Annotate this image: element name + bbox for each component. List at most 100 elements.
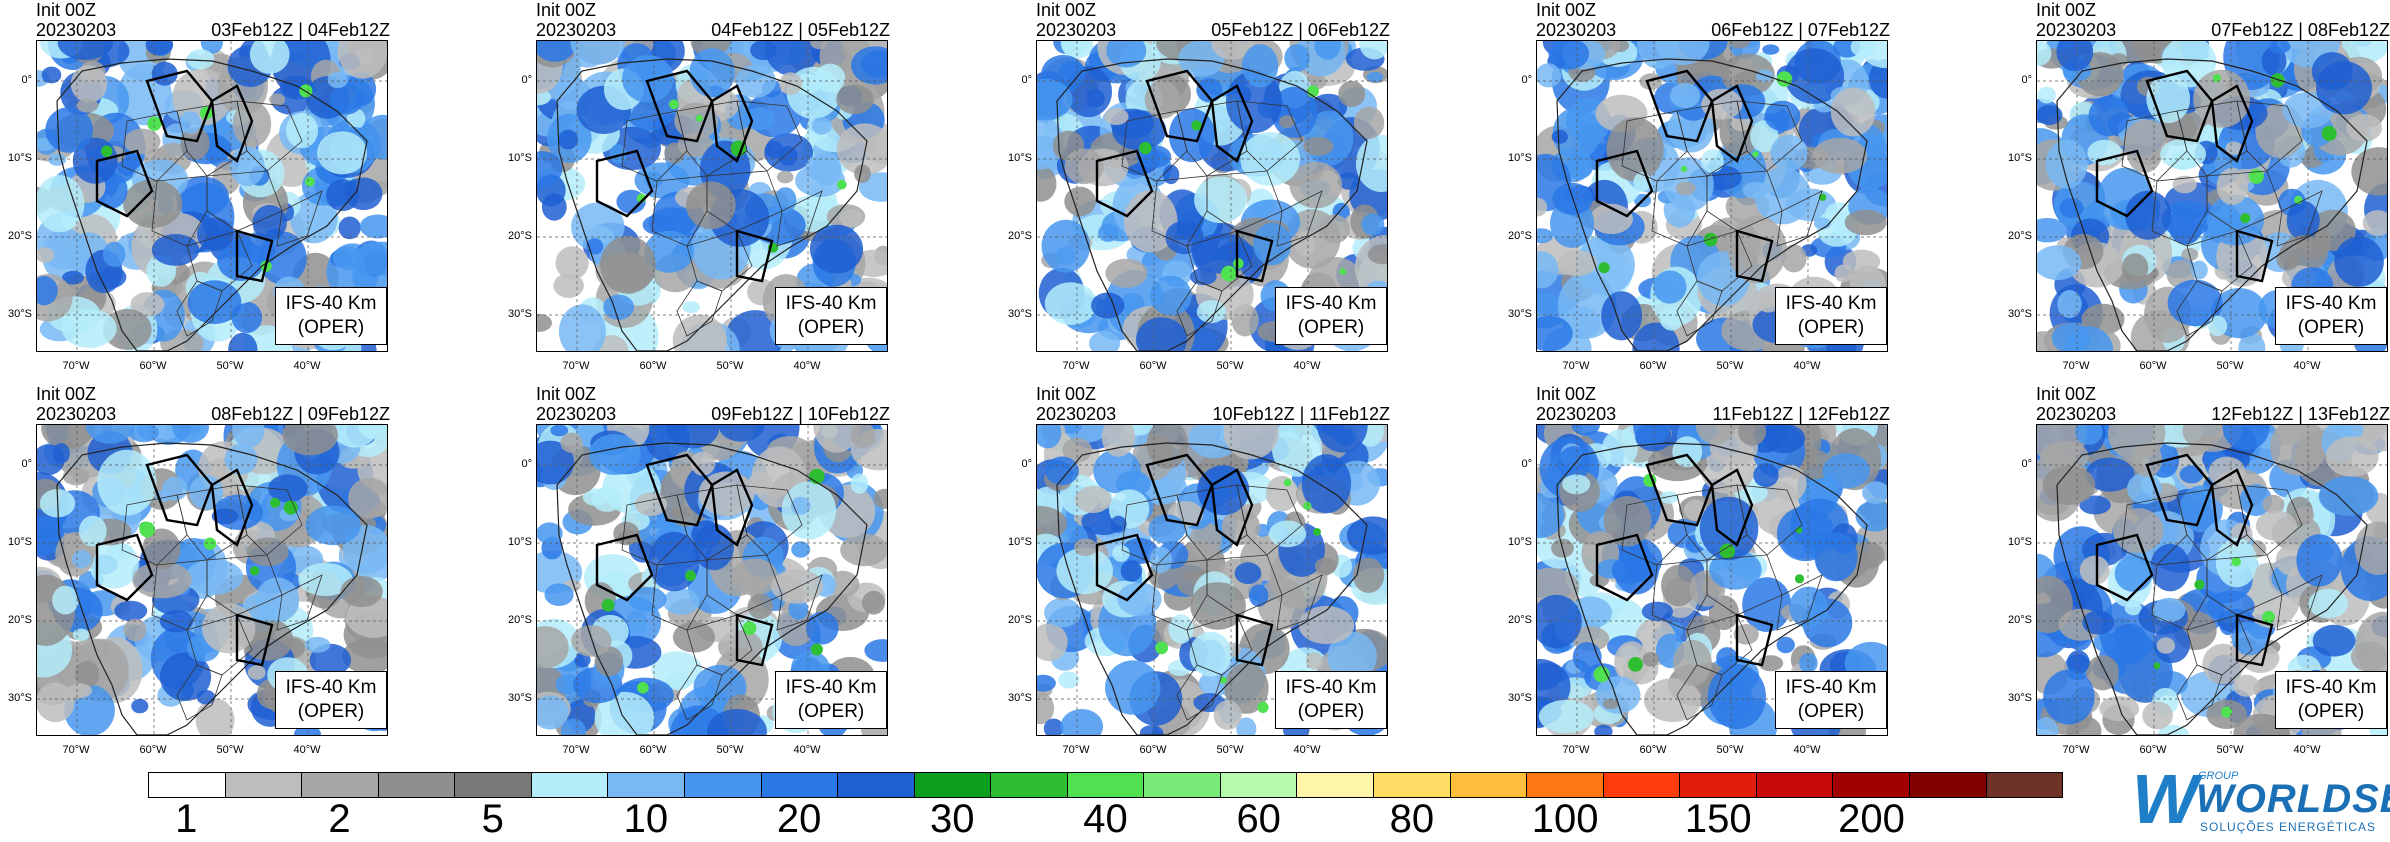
colorbar-cell [1603, 773, 1681, 797]
init-label: Init 00Z [1536, 384, 1597, 404]
init-date: 20230203 [1536, 20, 1617, 40]
colorbar-cell [1374, 773, 1451, 797]
forecast-panel: Init 00Z 20230203 10Feb12Z | 11Feb12Z IFS-4… [1000, 384, 1520, 766]
longitude-label: 40°W [2293, 360, 2321, 372]
latitude-label: 30°S [2008, 308, 2032, 320]
init-date: 20230203 [536, 20, 617, 40]
precipitation-map: IFS-40 Km (OPER) [1036, 424, 1388, 736]
latitude-label: 30°S [2008, 692, 2032, 704]
forecast-panel: Init 00Z 20230203 09Feb12Z | 10Feb12Z IFS-4… [500, 384, 1020, 766]
valid-period: 10Feb12Z | 11Feb12Z [1212, 404, 1390, 424]
longitude-label: 50°W [2216, 744, 2244, 756]
colorbar-label: 200 [1838, 797, 1905, 841]
latitude-label: 20°S [508, 230, 532, 242]
precipitation-map: IFS-40 Km (OPER) [1536, 424, 1888, 736]
valid-period: 05Feb12Z | 06Feb12Z [1211, 20, 1390, 40]
model-label-box: IFS-40 Km (OPER) [275, 287, 387, 345]
colorbar-label: 150 [1684, 797, 1752, 841]
colorbar-cell [378, 773, 456, 797]
latitude-label: 10°S [508, 536, 532, 548]
init-date: 20230203 [2036, 20, 2117, 40]
colorbar-cell [608, 773, 685, 797]
colorbar-cell [531, 773, 609, 797]
latitude-label: 20°S [1508, 230, 1532, 242]
longitude-label: 50°W [216, 360, 244, 372]
colorbar-label: 40 [1083, 797, 1128, 841]
latitude-label: 30°S [1008, 308, 1032, 320]
colorbar-cell [1986, 773, 2063, 797]
model-label-box: IFS-40 Km (OPER) [2275, 671, 2387, 729]
forecast-panel: Init 00Z 20230203 05Feb12Z | 06Feb12Z IFS-4… [1000, 0, 1520, 382]
model-name: IFS-40 Km [1785, 677, 1877, 698]
longitude-label: 70°W [62, 360, 90, 372]
precipitation-map: IFS-40 Km (OPER) [536, 424, 888, 736]
colorbar-cell [838, 773, 915, 797]
colorbar-cell [455, 773, 532, 797]
longitude-label: 50°W [1216, 744, 1244, 756]
model-name: IFS-40 Km [2285, 677, 2377, 698]
forecast-panel: Init 00Z 20230203 03Feb12Z | 04Feb12Z IFS-4… [0, 0, 520, 382]
colorbar-cell [1680, 773, 1757, 797]
model-mode: (OPER) [1297, 317, 1365, 338]
forecast-panel: Init 00Z 20230203 12Feb12Z | 13Feb12Z IFS-4… [2000, 384, 2390, 766]
init-date: 20230203 [536, 404, 617, 424]
longitude-label: 50°W [1716, 360, 1744, 372]
valid-period: 12Feb12Z | 13Feb12Z [2211, 404, 2390, 424]
init-date: 20230203 [36, 404, 117, 424]
longitude-label: 40°W [1293, 360, 1321, 372]
latitude-label: 0° [1021, 74, 1032, 86]
latitude-label: 10°S [1508, 152, 1532, 164]
precipitation-map: IFS-40 Km (OPER) [36, 424, 388, 736]
longitude-label: 60°W [139, 360, 167, 372]
forecast-panel: Init 00Z 20230203 04Feb12Z | 05Feb12Z IFS-4… [500, 0, 1020, 382]
model-mode: (OPER) [297, 317, 365, 338]
colorbar-cell [914, 773, 992, 797]
model-name: IFS-40 Km [2285, 293, 2377, 314]
colorbar-cell [761, 773, 839, 797]
init-label: Init 00Z [1036, 384, 1097, 404]
latitude-label: 20°S [2008, 614, 2032, 626]
init-label: Init 00Z [2036, 384, 2097, 404]
latitude-label: 20°S [1508, 614, 1532, 626]
colorbar-cell [302, 773, 379, 797]
precipitation-map: IFS-40 Km (OPER) [536, 40, 888, 352]
model-label-box: IFS-40 Km (OPER) [775, 671, 887, 729]
model-label-box: IFS-40 Km (OPER) [2275, 287, 2387, 345]
longitude-label: 60°W [639, 360, 667, 372]
latitude-label: 10°S [1008, 536, 1032, 548]
valid-period: 09Feb12Z | 10Feb12Z [711, 404, 890, 424]
model-label-box: IFS-40 Km (OPER) [275, 671, 387, 729]
precipitation-map: IFS-40 Km (OPER) [2036, 40, 2388, 352]
latitude-label: 30°S [8, 308, 32, 320]
colorbar-cell [149, 773, 226, 797]
init-date: 20230203 [36, 20, 117, 40]
longitude-label: 50°W [716, 744, 744, 756]
colorbar-cell [1909, 773, 1987, 797]
model-label-box: IFS-40 Km (OPER) [775, 287, 887, 345]
logo-group: GROUP [2198, 770, 2239, 782]
longitude-label: 70°W [62, 744, 90, 756]
latitude-label: 10°S [2008, 536, 2032, 548]
model-mode: (OPER) [797, 317, 865, 338]
valid-period: 08Feb12Z | 09Feb12Z [211, 404, 390, 424]
model-mode: (OPER) [1797, 317, 1865, 338]
latitude-label: 10°S [2008, 152, 2032, 164]
model-label-box: IFS-40 Km (OPER) [1275, 287, 1387, 345]
latitude-label: 10°S [1008, 152, 1032, 164]
precipitation-colorbar [148, 772, 2063, 798]
latitude-label: 30°S [508, 308, 532, 320]
precipitation-map: IFS-40 Km (OPER) [1536, 40, 1888, 352]
colorbar-label: 30 [930, 797, 975, 841]
latitude-label: 20°S [8, 614, 32, 626]
colorbar-cell [225, 773, 303, 797]
model-mode: (OPER) [1297, 701, 1365, 722]
latitude-label: 0° [1021, 458, 1032, 470]
latitude-label: 30°S [1508, 692, 1532, 704]
longitude-label: 40°W [1293, 744, 1321, 756]
longitude-label: 50°W [1216, 360, 1244, 372]
longitude-label: 40°W [1793, 360, 1821, 372]
latitude-label: 10°S [8, 536, 32, 548]
colorbar-cell [1220, 773, 1298, 797]
latitude-label: 30°S [508, 692, 532, 704]
valid-period: 06Feb12Z | 07Feb12Z [1711, 20, 1890, 40]
